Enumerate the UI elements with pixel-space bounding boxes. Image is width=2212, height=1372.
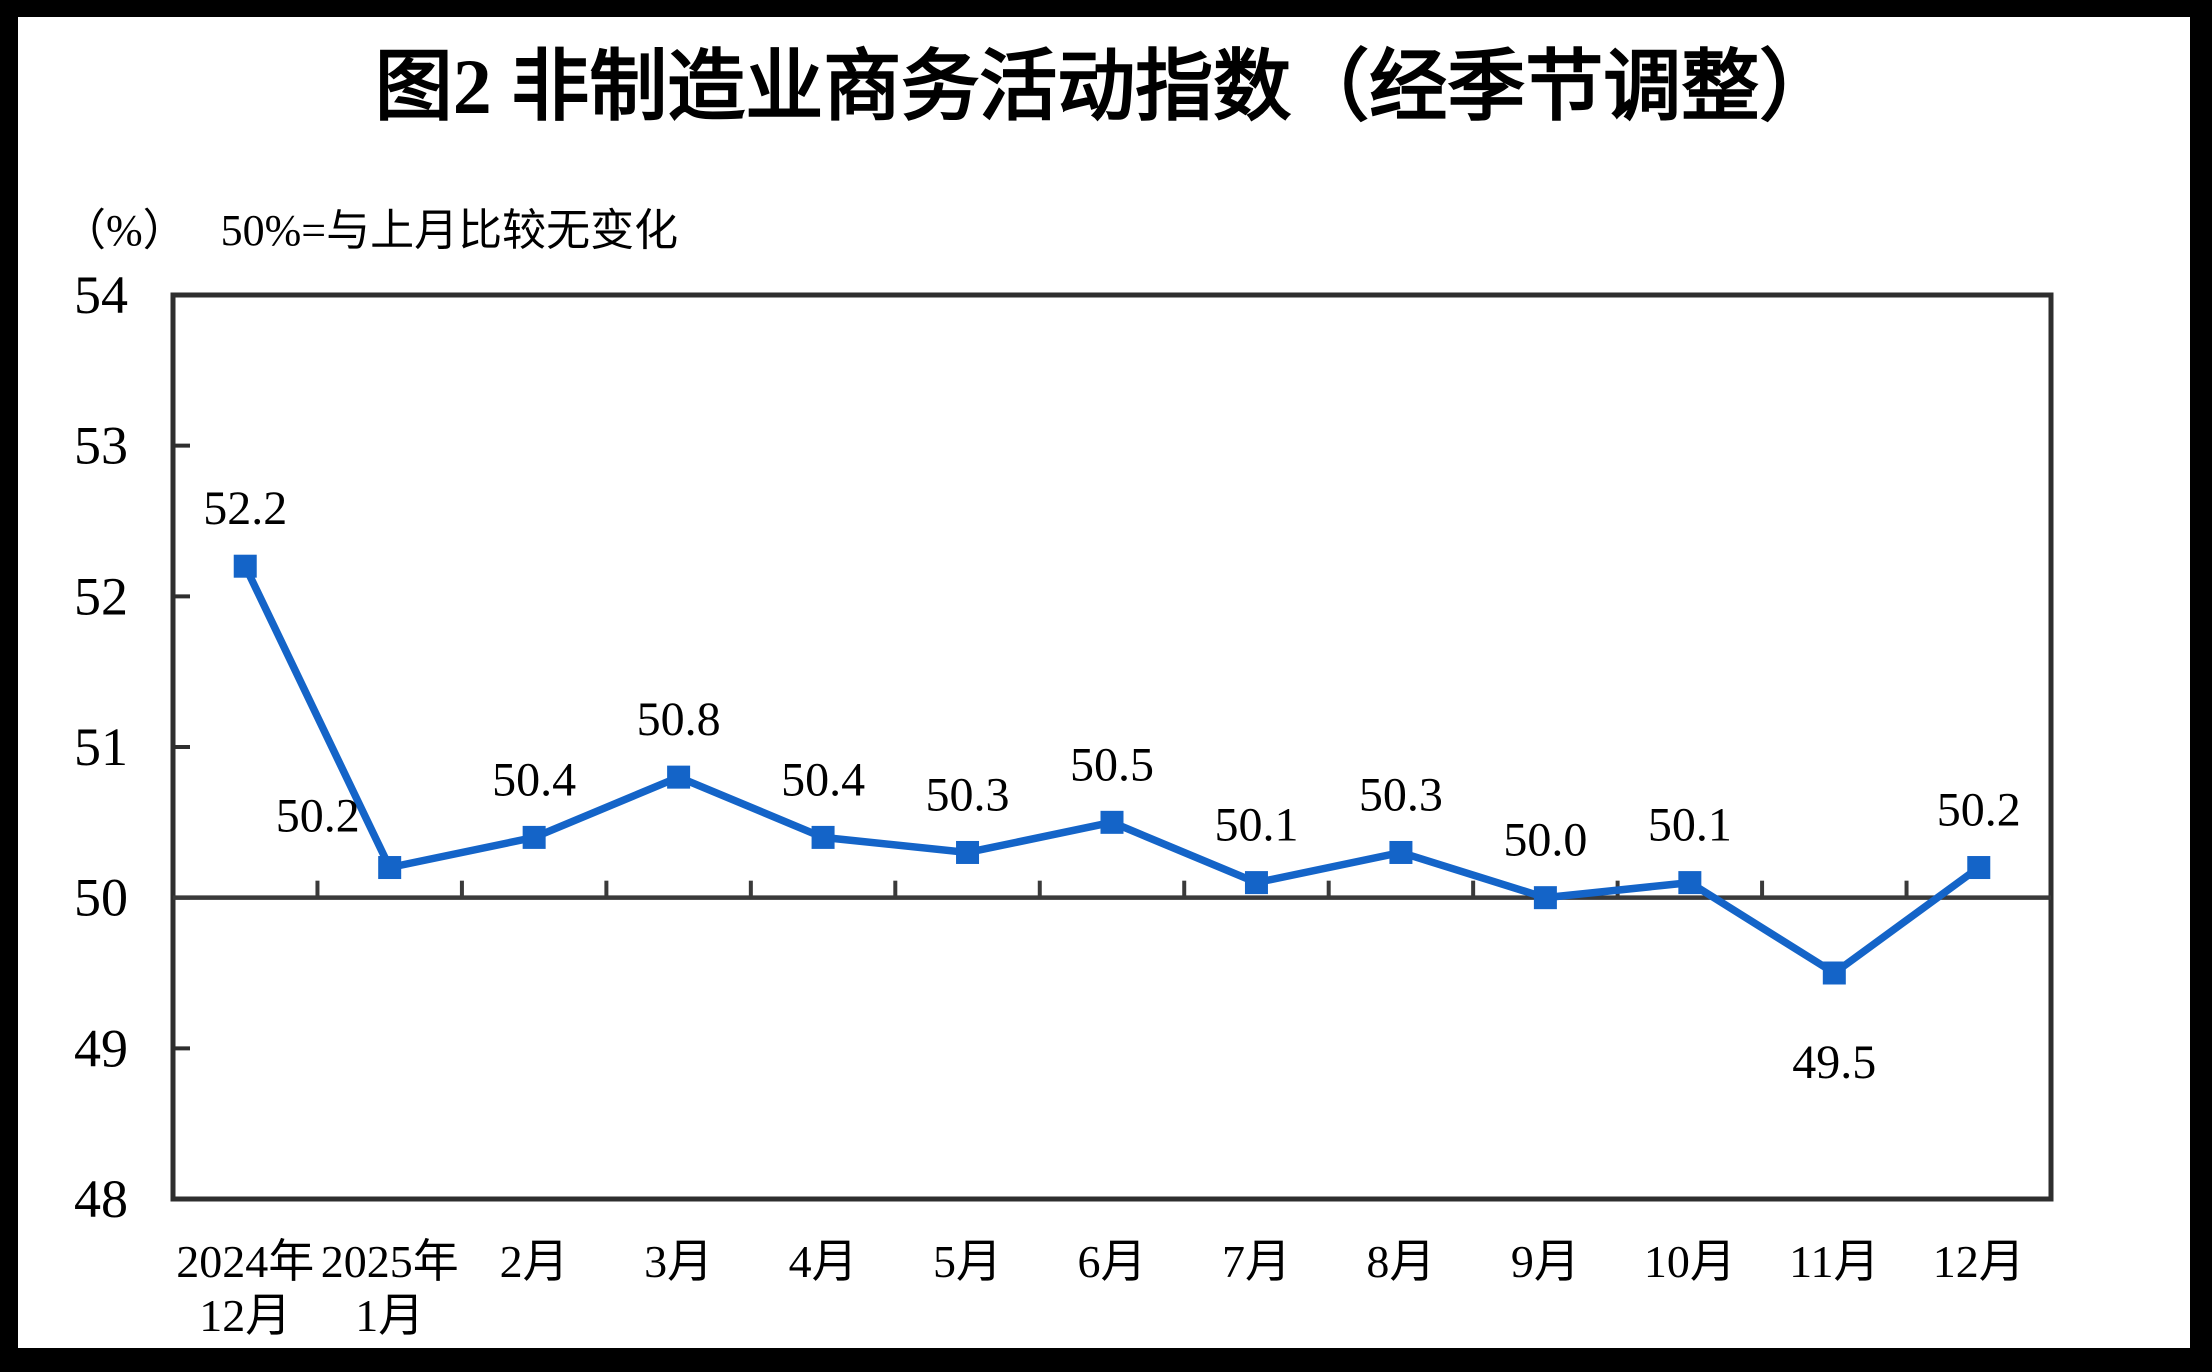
data-point-label: 52.2	[203, 482, 287, 535]
x-axis-label: 5月	[933, 1236, 1002, 1287]
y-axis-tick-label: 50	[74, 868, 128, 928]
x-axis-label: 3月	[644, 1236, 713, 1287]
data-point-marker	[1244, 871, 1268, 895]
data-point-label: 50.1	[1214, 799, 1298, 852]
y-axis-tick-label: 51	[74, 717, 128, 777]
y-axis-tick-label: 53	[74, 416, 128, 476]
data-point-label: 50.5	[1070, 738, 1154, 791]
y-axis-tick-label: 54	[74, 265, 128, 325]
data-point-marker	[1967, 856, 1991, 880]
data-point-marker	[956, 840, 980, 864]
data-point-label: 50.2	[276, 790, 360, 843]
data-point-label: 50.4	[492, 753, 576, 806]
chart-title: 图2 非制造业商务活动指数（经季节调整）	[374, 43, 1838, 130]
x-axis-label: 11月	[1789, 1236, 1879, 1287]
x-axis-label: 4月	[789, 1236, 858, 1287]
data-point-label: 50.3	[1359, 768, 1443, 821]
x-axis-label: 2024年 12月	[176, 1236, 314, 1341]
reference-note-label: 50%=与上月比较无变化	[220, 206, 679, 255]
chart-background	[18, 17, 2190, 1348]
data-point-marker	[1389, 840, 1413, 864]
data-point-marker	[378, 856, 402, 880]
x-axis-label: 9月	[1511, 1236, 1580, 1287]
x-axis-label: 12月	[1933, 1236, 2025, 1287]
x-axis-label: 6月	[1078, 1236, 1147, 1287]
data-point-marker	[522, 825, 546, 849]
data-point-marker	[1678, 871, 1702, 895]
data-point-label: 50.3	[926, 768, 1010, 821]
x-axis-label: 10月	[1644, 1236, 1736, 1287]
data-point-label: 50.2	[1937, 784, 2021, 837]
data-point-label: 50.1	[1648, 799, 1732, 852]
data-point-marker	[1533, 886, 1557, 910]
x-axis-label: 7月	[1222, 1236, 1291, 1287]
x-axis-label: 2025年 1月	[321, 1236, 459, 1341]
x-axis-label: 2月	[500, 1236, 569, 1287]
axis-unit-note: （%） 50%=与上月比较无变化	[62, 194, 678, 258]
data-point-label: 50.8	[637, 693, 721, 746]
y-axis-tick-label: 48	[74, 1169, 128, 1229]
data-point-label: 49.5	[1792, 1036, 1876, 1089]
data-point-marker	[233, 554, 257, 578]
y-axis-unit-label: （%）	[62, 206, 187, 255]
data-point-marker	[811, 825, 835, 849]
y-axis-tick-label: 49	[74, 1018, 128, 1078]
x-axis-label: 8月	[1366, 1236, 1435, 1287]
data-point-marker	[1822, 961, 1846, 985]
data-point-label: 50.4	[781, 753, 865, 806]
data-point-marker	[1100, 810, 1124, 834]
data-point-label: 50.0	[1503, 814, 1587, 867]
y-axis-tick-label: 52	[74, 566, 128, 626]
data-point-marker	[667, 765, 691, 789]
